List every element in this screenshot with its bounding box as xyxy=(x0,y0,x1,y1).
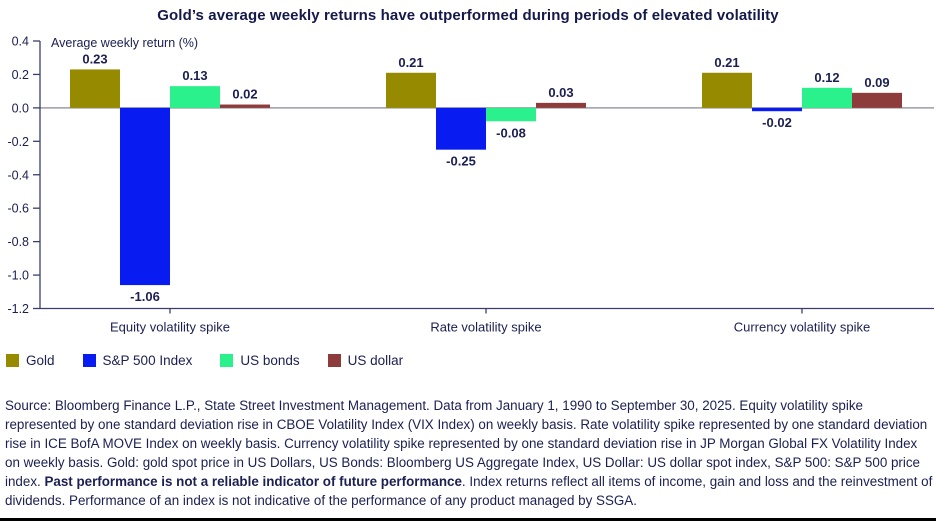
legend-item: Gold xyxy=(6,353,55,368)
bar-value-label: 0.09 xyxy=(864,75,889,90)
footnote-bold-text: Past performance is not a reliable indic… xyxy=(44,474,462,489)
legend-swatch-icon xyxy=(220,354,234,367)
bar-value-label: -0.02 xyxy=(762,115,792,130)
bar xyxy=(220,104,270,108)
bar xyxy=(802,87,852,108)
chart-title: Gold’s average weekly returns have outpe… xyxy=(157,7,779,24)
x-category-label: Rate volatility spike xyxy=(430,320,541,335)
bar-value-label: 0.02 xyxy=(232,87,257,102)
bar xyxy=(386,72,436,108)
legend-swatch-icon xyxy=(6,354,19,367)
x-category-label: Currency volatility spike xyxy=(734,320,871,335)
bar-value-label: -1.06 xyxy=(130,289,160,304)
bar xyxy=(752,107,802,112)
bar xyxy=(486,107,536,122)
bar xyxy=(702,72,752,108)
y-tick-label: -0.2 xyxy=(7,135,29,149)
legend-item: S&P 500 Index xyxy=(82,353,193,368)
legend-item: US dollar xyxy=(327,353,404,368)
footnote-text: Source: Bloomberg Finance L.P., State St… xyxy=(5,398,928,489)
bar xyxy=(852,92,902,108)
y-tick-label: 0.2 xyxy=(12,68,29,82)
y-tick-label: -0.6 xyxy=(7,202,29,216)
legend-label: US bonds xyxy=(240,353,300,368)
y-tick-label: -1.2 xyxy=(7,302,29,316)
legend-label: US dollar xyxy=(347,353,404,368)
y-axis-title: Average weekly return (%) xyxy=(51,36,198,50)
chart-legend: Gold S&P 500 Index US bonds US dollar xyxy=(6,353,403,368)
y-tick-label: -0.8 xyxy=(7,235,29,249)
bar-value-label: -0.08 xyxy=(496,125,526,140)
legend-label: S&P 500 Index xyxy=(102,353,193,368)
bar-value-label: -0.25 xyxy=(446,154,476,169)
source-footnote: Source: Bloomberg Finance L.P., State St… xyxy=(5,396,933,510)
bar-value-label: 0.21 xyxy=(714,55,739,70)
footnote-text-end: . Index returns reflect all items of inc… xyxy=(5,474,933,508)
bar xyxy=(70,69,120,108)
bar-value-label: 0.13 xyxy=(182,68,207,83)
legend-swatch-icon xyxy=(327,354,341,367)
bar-value-label: 0.03 xyxy=(548,85,573,100)
bar-value-label: 0.23 xyxy=(82,51,107,66)
y-tick-label: 0.4 xyxy=(12,35,29,49)
bar-value-label: 0.21 xyxy=(398,55,423,70)
y-tick-label: 0.0 xyxy=(12,101,29,115)
bar xyxy=(436,107,486,150)
y-tick-label: -1.0 xyxy=(7,269,29,283)
legend-label: Gold xyxy=(26,353,55,368)
bar-chart: 0.4 0.2 0.0 -0.2 -0.4 -0.6 -0.8 -1.0 -1.2 Average… xyxy=(7,35,934,335)
bar xyxy=(170,86,220,108)
bar xyxy=(536,102,586,108)
y-tick-label: -0.4 xyxy=(7,168,29,182)
bar xyxy=(120,107,170,286)
x-category-label: Equity volatility spike xyxy=(110,320,230,335)
legend-swatch-icon xyxy=(82,354,96,367)
bar-value-label: 0.12 xyxy=(814,70,839,85)
legend-item: US bonds xyxy=(220,353,300,368)
bottom-divider xyxy=(0,518,936,521)
